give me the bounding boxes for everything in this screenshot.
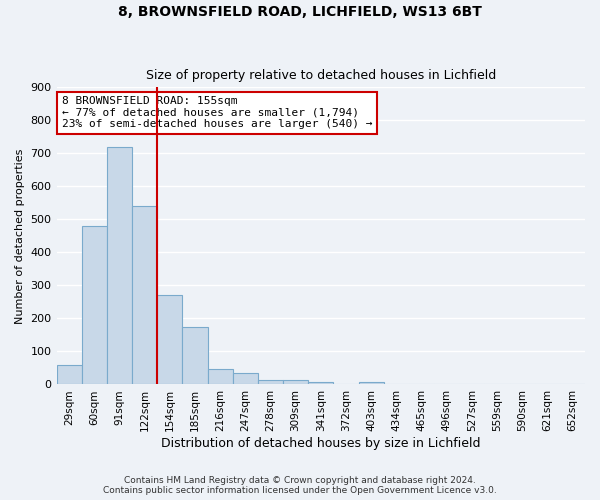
Text: Contains HM Land Registry data © Crown copyright and database right 2024.
Contai: Contains HM Land Registry data © Crown c…: [103, 476, 497, 495]
Bar: [56, 364, 82, 384]
X-axis label: Distribution of detached houses by size in Lichfield: Distribution of detached houses by size …: [161, 437, 481, 450]
Bar: [82, 226, 107, 384]
Y-axis label: Number of detached properties: Number of detached properties: [15, 148, 25, 324]
Bar: [359, 382, 383, 384]
Bar: [233, 373, 258, 384]
Bar: [308, 382, 334, 384]
Text: 8 BROWNSFIELD ROAD: 155sqm
← 77% of detached houses are smaller (1,794)
23% of s: 8 BROWNSFIELD ROAD: 155sqm ← 77% of deta…: [62, 96, 373, 130]
Bar: [132, 206, 157, 384]
Text: 8, BROWNSFIELD ROAD, LICHFIELD, WS13 6BT: 8, BROWNSFIELD ROAD, LICHFIELD, WS13 6BT: [118, 5, 482, 19]
Bar: [258, 380, 283, 384]
Bar: [283, 380, 308, 384]
Bar: [208, 368, 233, 384]
Bar: [157, 296, 182, 384]
Title: Size of property relative to detached houses in Lichfield: Size of property relative to detached ho…: [146, 69, 496, 82]
Bar: [182, 326, 208, 384]
Bar: [107, 147, 132, 384]
